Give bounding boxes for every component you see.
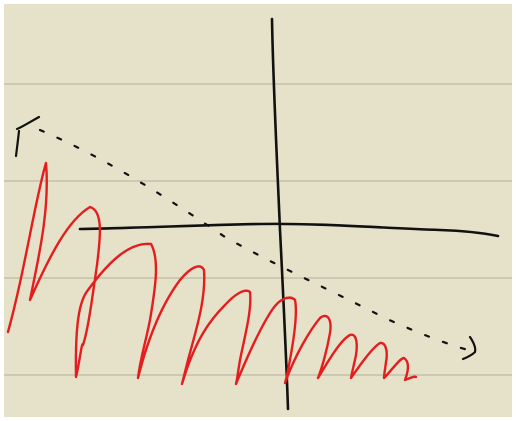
dotted-diagonal <box>14 115 477 361</box>
red-wave-curve <box>6 161 418 386</box>
left-arrow-head <box>14 115 41 158</box>
vertical-axis <box>270 17 290 411</box>
right-arrow-head <box>461 335 477 361</box>
ruled-lines <box>4 83 512 376</box>
dotted-line <box>38 128 470 352</box>
axes <box>78 17 500 411</box>
horizontal-axis <box>78 222 500 238</box>
